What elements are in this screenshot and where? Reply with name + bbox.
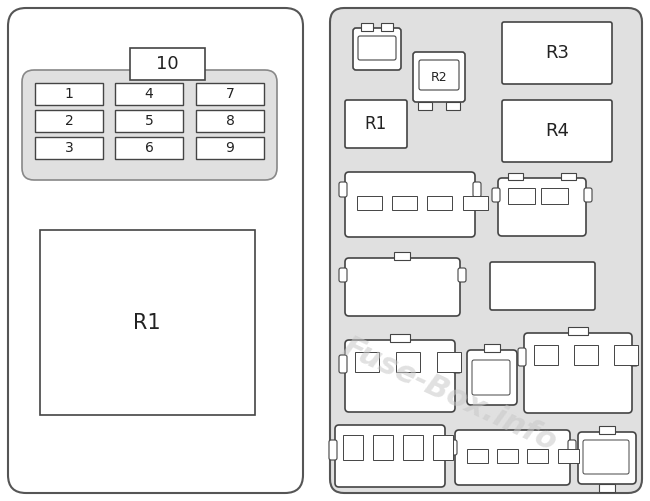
Bar: [508, 173, 523, 180]
FancyBboxPatch shape: [455, 430, 570, 485]
FancyBboxPatch shape: [22, 70, 277, 180]
Text: 6: 6: [144, 141, 153, 155]
FancyBboxPatch shape: [335, 425, 445, 487]
FancyBboxPatch shape: [419, 60, 459, 90]
Bar: [115, 110, 183, 132]
Bar: [130, 48, 205, 80]
FancyBboxPatch shape: [330, 8, 642, 493]
Bar: [568, 327, 588, 335]
FancyBboxPatch shape: [568, 440, 576, 455]
Bar: [35, 137, 103, 159]
Bar: [381, 23, 393, 31]
Text: 8: 8: [226, 114, 235, 128]
FancyBboxPatch shape: [339, 268, 347, 282]
FancyBboxPatch shape: [492, 188, 500, 202]
FancyBboxPatch shape: [339, 355, 347, 373]
FancyBboxPatch shape: [502, 100, 612, 162]
FancyBboxPatch shape: [498, 178, 586, 236]
FancyBboxPatch shape: [329, 440, 337, 460]
FancyBboxPatch shape: [345, 340, 455, 412]
FancyBboxPatch shape: [345, 258, 460, 316]
Text: R3: R3: [545, 44, 569, 62]
Text: R2: R2: [431, 71, 447, 84]
FancyBboxPatch shape: [518, 348, 526, 366]
FancyBboxPatch shape: [584, 188, 592, 202]
FancyBboxPatch shape: [443, 440, 451, 460]
Bar: [561, 173, 576, 180]
Bar: [35, 83, 103, 105]
Bar: [467, 449, 488, 463]
Bar: [361, 23, 373, 31]
Bar: [508, 188, 535, 204]
Bar: [558, 449, 579, 463]
Bar: [355, 352, 379, 372]
FancyBboxPatch shape: [413, 52, 465, 102]
Bar: [196, 137, 264, 159]
Text: 10: 10: [156, 55, 178, 73]
Bar: [392, 196, 417, 210]
Bar: [427, 196, 452, 210]
Bar: [599, 484, 615, 492]
Text: 5: 5: [144, 114, 153, 128]
Bar: [433, 435, 453, 460]
Bar: [40, 230, 255, 415]
Bar: [115, 137, 183, 159]
FancyBboxPatch shape: [502, 22, 612, 84]
Bar: [35, 110, 103, 132]
Bar: [463, 196, 488, 210]
Text: 7: 7: [226, 87, 235, 101]
Bar: [614, 345, 638, 365]
Bar: [484, 344, 500, 352]
Bar: [599, 426, 615, 434]
FancyBboxPatch shape: [630, 348, 638, 366]
Text: R1: R1: [133, 313, 161, 333]
Bar: [357, 196, 382, 210]
FancyBboxPatch shape: [473, 182, 481, 197]
Bar: [196, 110, 264, 132]
Text: R1: R1: [365, 115, 387, 133]
Bar: [394, 252, 410, 260]
FancyBboxPatch shape: [453, 355, 461, 373]
Bar: [396, 352, 420, 372]
Bar: [497, 449, 518, 463]
FancyBboxPatch shape: [467, 350, 517, 405]
Bar: [446, 102, 460, 110]
Bar: [574, 345, 598, 365]
Text: 2: 2: [64, 114, 73, 128]
FancyBboxPatch shape: [458, 268, 466, 282]
FancyBboxPatch shape: [578, 432, 636, 484]
Bar: [373, 435, 393, 460]
FancyBboxPatch shape: [583, 440, 629, 474]
Text: R4: R4: [545, 122, 569, 140]
FancyBboxPatch shape: [339, 182, 347, 197]
Bar: [390, 334, 410, 342]
Bar: [534, 345, 558, 365]
Text: 4: 4: [144, 87, 153, 101]
Bar: [527, 449, 548, 463]
Bar: [418, 102, 432, 110]
Bar: [115, 83, 183, 105]
Bar: [196, 83, 264, 105]
Bar: [403, 435, 423, 460]
FancyBboxPatch shape: [490, 262, 595, 310]
FancyBboxPatch shape: [353, 28, 401, 70]
FancyBboxPatch shape: [8, 8, 303, 493]
Text: 1: 1: [64, 87, 73, 101]
FancyBboxPatch shape: [345, 100, 407, 148]
Bar: [343, 435, 363, 460]
Text: Fuse-Box.info: Fuse-Box.info: [338, 333, 562, 457]
FancyBboxPatch shape: [449, 440, 457, 455]
FancyBboxPatch shape: [345, 172, 475, 237]
FancyBboxPatch shape: [358, 36, 396, 60]
Bar: [437, 352, 461, 372]
Text: 9: 9: [226, 141, 235, 155]
Bar: [541, 188, 568, 204]
FancyBboxPatch shape: [472, 360, 510, 395]
Text: 3: 3: [64, 141, 73, 155]
FancyBboxPatch shape: [524, 333, 632, 413]
